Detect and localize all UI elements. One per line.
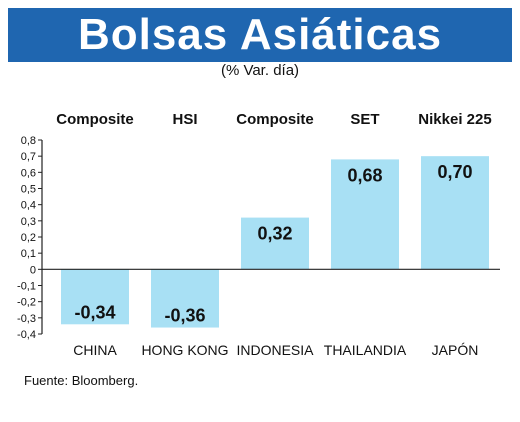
y-tick-label: -0,3 (17, 313, 36, 325)
bar (421, 156, 489, 270)
bar (241, 217, 309, 270)
category-label: INDONESIA (236, 342, 314, 358)
y-tick-label: -0,2 (17, 297, 36, 309)
index-label: SET (350, 111, 379, 128)
category-label: THAILANDIA (324, 342, 407, 358)
data-label: -0,34 (74, 302, 115, 322)
index-label: Composite (56, 111, 134, 128)
y-tick-label: 0,3 (21, 216, 36, 228)
y-tick-label: 0,8 (21, 135, 36, 147)
category-label: JAPÓN (432, 342, 479, 358)
chart-title: Bolsas Asiáticas (77, 10, 443, 59)
bar (61, 269, 129, 325)
category-label: HONG KONG (141, 342, 228, 358)
y-tick-label: 0 (30, 264, 36, 276)
y-tick-label: 0,1 (21, 248, 36, 260)
y-tick-label: 0,7 (21, 151, 36, 163)
bar (331, 159, 399, 270)
data-label: 0,68 (347, 165, 382, 185)
source-note: Fuente: Bloomberg. (24, 373, 139, 388)
data-label: 0,70 (437, 162, 472, 182)
index-label: Nikkei 225 (418, 111, 491, 128)
data-label: -0,36 (164, 306, 205, 326)
bar (151, 269, 219, 328)
index-label: HSI (172, 111, 197, 128)
y-tick-label: -0,4 (17, 329, 36, 341)
data-label: 0,32 (257, 224, 292, 244)
y-tick-label: 0,6 (21, 167, 36, 179)
y-tick-label: 0,5 (21, 184, 36, 196)
y-tick-label: 0,4 (21, 200, 36, 212)
y-tick-label: -0,1 (17, 281, 36, 293)
chart-subtitle: (% Var. día) (220, 62, 300, 79)
title-banner (8, 8, 512, 62)
index-label: Composite (236, 111, 314, 128)
category-label: CHINA (73, 342, 117, 358)
y-tick-label: 0,2 (21, 232, 36, 244)
